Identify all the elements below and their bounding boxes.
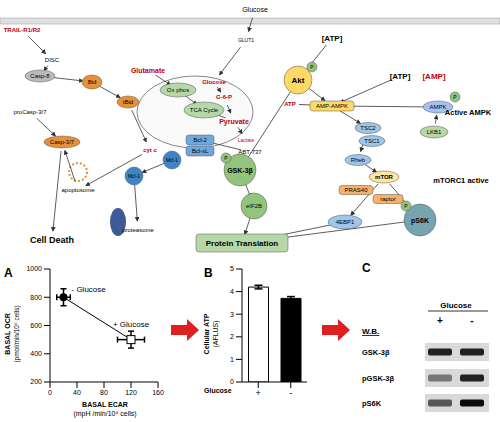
svg-text:-: - [289,388,292,398]
svg-text:0: 0 [230,378,234,385]
svg-text:4EBP1: 4EBP1 [336,219,355,225]
svg-text:Glucose: Glucose [202,79,226,85]
svg-text:Cellular ATP: Cellular ATP [203,313,210,354]
svg-text:4: 4 [230,288,234,295]
svg-text:[ATP]: [ATP] [322,34,343,43]
svg-text:Pyruvate: Pyruvate [219,118,249,126]
svg-text:DISC: DISC [45,57,60,63]
svg-text:Glucose: Glucose [440,301,472,310]
svg-text:+: + [437,315,443,326]
svg-text:(pmol/min/10⁶ cells): (pmol/min/10⁶ cells) [13,305,21,362]
svg-text:Lactate: Lactate [238,137,255,143]
svg-text:BASAL OCR: BASAL OCR [8,313,11,354]
svg-text:1: 1 [230,356,234,363]
svg-text:Mcl-1: Mcl-1 [166,157,178,163]
svg-text:Ox phos: Ox phos [167,87,189,93]
svg-text:Mcl-1: Mcl-1 [128,173,140,179]
svg-text:raptor: raptor [380,196,396,202]
svg-text:3: 3 [230,311,234,318]
svg-text:(AFLUS): (AFLUS) [212,320,220,347]
svg-text:Protein Translation: Protein Translation [206,239,279,248]
svg-text:ABT-737: ABT-737 [238,149,262,155]
svg-text:apoptosome: apoptosome [61,187,95,193]
html-text:B: B [204,266,213,280]
svg-text:GLUT1: GLUT1 [238,37,254,43]
svg-text:AMP-AMPK: AMP-AMPK [316,103,348,109]
svg-text:mTOR: mTOR [375,174,394,180]
svg-text:TSC2: TSC2 [360,125,376,131]
svg-text:tBid: tBid [123,99,133,105]
svg-text:TSC1: TSC1 [364,138,380,144]
svg-text:Casp-3/7: Casp-3/7 [50,139,75,145]
svg-text:LKB1: LKB1 [427,129,442,135]
svg-text:G-6-P: G-6-P [216,94,232,100]
svg-text:+ Glucose: + Glucose [113,320,150,329]
svg-text:[ATP]: [ATP] [390,72,411,81]
svg-text:600: 600 [30,322,42,329]
svg-text:Active AMPK: Active AMPK [445,108,492,117]
svg-text:1000: 1000 [26,265,42,272]
svg-text:pGSK-3β: pGSK-3β [362,374,395,383]
svg-text:0: 0 [48,389,52,396]
svg-text:GSK-3β: GSK-3β [227,167,253,175]
svg-text:Cell Death: Cell Death [30,235,74,245]
svg-text:Akt: Akt [292,76,305,85]
svg-text:P: P [453,94,457,100]
svg-text:P: P [224,155,228,161]
svg-text:proCasp-3/7: proCasp-3/7 [13,109,47,115]
svg-text:120: 120 [125,389,137,396]
svg-text:P: P [404,203,408,209]
svg-text:Bcl-2: Bcl-2 [193,137,207,143]
html-text:BASAL ECAR: BASAL ECAR [82,401,128,408]
svg-text:Glutamate: Glutamate [131,67,165,74]
svg-text:GSK-3β: GSK-3β [362,348,390,357]
svg-text:proteasome: proteasome [122,227,154,233]
svg-text:-: - [470,315,473,326]
html-text:Glucose: Glucose [204,387,232,394]
svg-text:C: C [362,261,371,275]
svg-text:W.B.: W.B. [362,327,379,336]
svg-text:400: 400 [30,350,42,357]
svg-text:TRAIL-R1/R2: TRAIL-R1/R2 [8,27,41,33]
svg-text:Bid: Bid [88,79,97,85]
svg-text:TCA Cycle: TCA Cycle [190,107,219,113]
svg-text:AMPK: AMPK [429,104,447,110]
svg-text:pS6K: pS6K [362,399,382,408]
svg-text:mTORC1 active: mTORC1 active [433,176,488,185]
svg-text:eIF2B: eIF2B [246,203,262,209]
svg-text:P: P [310,64,314,70]
svg-text:Rheb: Rheb [351,157,366,163]
svg-text:Glucose: Glucose [242,6,268,13]
svg-text:Bcl-xL: Bcl-xL [192,148,209,154]
svg-text:2: 2 [230,333,234,340]
svg-text:800: 800 [30,294,42,301]
svg-text:PRAS40: PRAS40 [344,187,368,193]
html-text:(mpH /min/10⁶ cells): (mpH /min/10⁶ cells) [73,410,137,417]
svg-text:80: 80 [100,389,108,396]
svg-text:cyt c: cyt c [143,147,157,153]
svg-text:pS6K: pS6K [411,217,429,225]
svg-text:160: 160 [152,389,164,396]
svg-text:ATP: ATP [284,101,296,107]
html-text:A: A [4,266,13,280]
svg-text:- Glucose: - Glucose [72,285,107,294]
svg-text:40: 40 [73,389,81,396]
svg-text:[AMP]: [AMP] [422,72,445,81]
svg-text:200: 200 [30,378,42,385]
svg-text:+: + [256,388,261,398]
svg-text:5: 5 [230,265,234,272]
svg-text:Casp-8: Casp-8 [30,73,50,79]
